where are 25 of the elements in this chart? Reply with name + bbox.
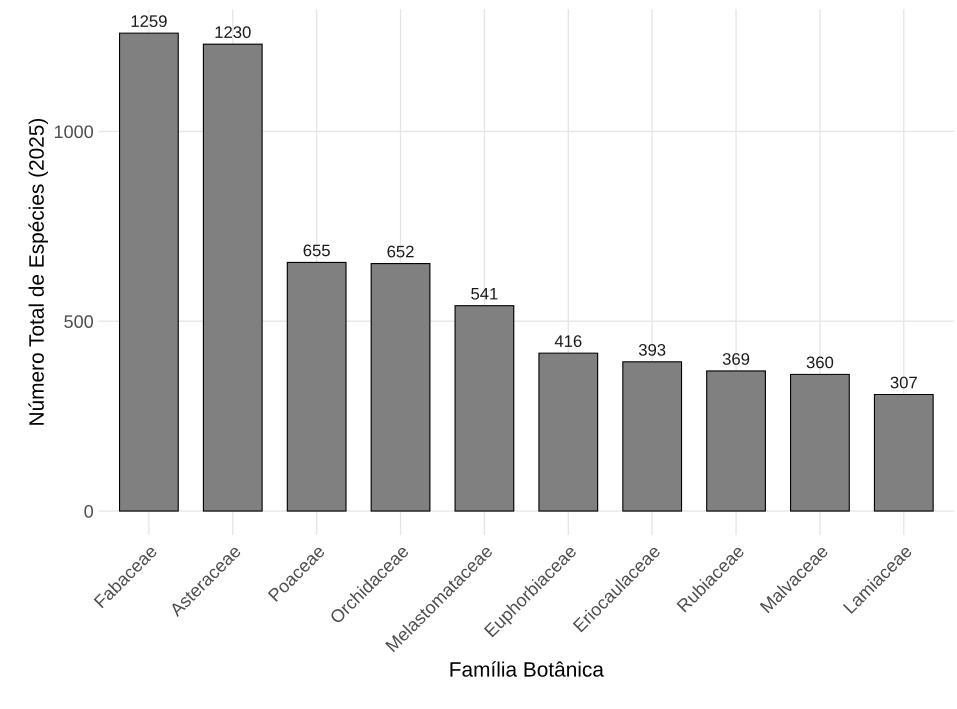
y-tick-label: 0	[84, 504, 94, 518]
y-axis-title: Número Total de Espécies (2025)	[28, 118, 48, 425]
bar	[370, 262, 430, 512]
y-tick-label: 1000	[54, 125, 94, 138]
bar	[202, 44, 263, 512]
x-axis-title: Família Botânica	[450, 661, 604, 677]
data-label: 393	[638, 344, 666, 356]
y-tick-label: 500	[64, 315, 94, 328]
bar	[454, 305, 514, 512]
data-label: 307	[890, 376, 917, 388]
data-label: 652	[387, 246, 414, 258]
data-label: 1259	[132, 15, 167, 28]
bar	[706, 370, 766, 512]
data-label: 360	[806, 356, 834, 368]
bar	[874, 394, 934, 512]
bar	[118, 32, 179, 512]
data-label: 541	[471, 288, 498, 300]
bar	[286, 262, 347, 512]
bar	[790, 374, 850, 512]
data-label: 1230	[216, 26, 251, 38]
data-label: 416	[554, 335, 582, 348]
data-label: 369	[722, 353, 750, 365]
bar	[622, 361, 682, 512]
data-label: 655	[304, 244, 330, 256]
bar	[538, 352, 598, 512]
